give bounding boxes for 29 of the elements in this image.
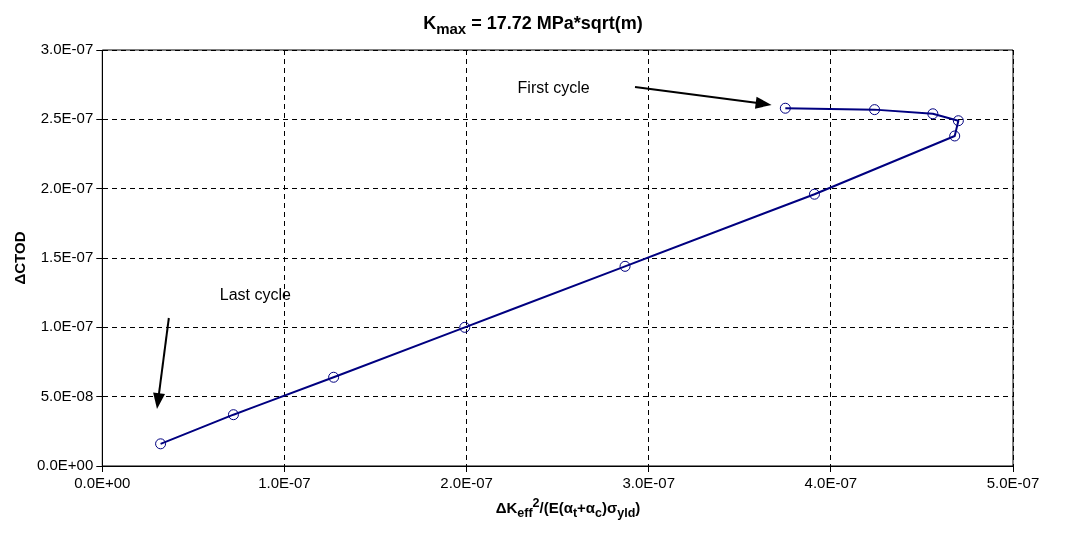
y-tick-label: 0.0E+00 xyxy=(36,456,94,474)
x-tick-label: 4.0E-07 xyxy=(804,474,858,492)
point xyxy=(952,115,964,127)
y-tick-label: 3.0E-07 xyxy=(40,40,94,58)
point xyxy=(155,438,167,450)
y-tick-label: 1.5E-07 xyxy=(40,248,94,266)
point xyxy=(328,371,340,383)
x-tick-label: 5.0E-07 xyxy=(986,474,1040,492)
x-tick-label: 1.0E-07 xyxy=(258,474,311,492)
chart-title: K$_{max}$ = 17.72 MPa*sqrt(m) xyxy=(422,12,644,38)
point xyxy=(227,409,239,421)
y-tick-label: 2.5E-07 xyxy=(40,109,94,127)
point xyxy=(869,104,881,116)
point xyxy=(927,108,939,120)
text: ΔK$_{eff}$$^{2}$/(E(α$_{t}$+α$_{c}$)σ$_{yld}$) xyxy=(495,496,641,520)
y-tick-label: 1.0E-07 xyxy=(40,317,94,335)
annotation: Last cycle xyxy=(219,285,291,306)
y-tick-label: 2.0E-07 xyxy=(40,178,94,196)
x-tick-label: 2.0E-07 xyxy=(440,474,493,492)
x-tick-label: 0.0E+00 xyxy=(74,474,131,492)
point xyxy=(779,102,791,114)
point xyxy=(949,130,961,142)
y-tick-label: 5.0E-08 xyxy=(40,386,94,404)
point xyxy=(459,321,471,333)
point xyxy=(808,188,820,200)
point xyxy=(619,260,631,272)
annotation: First cycle xyxy=(517,78,590,99)
x-tick-label: 3.0E-07 xyxy=(622,474,675,492)
y-axis-title: ΔCTOD xyxy=(11,231,29,285)
